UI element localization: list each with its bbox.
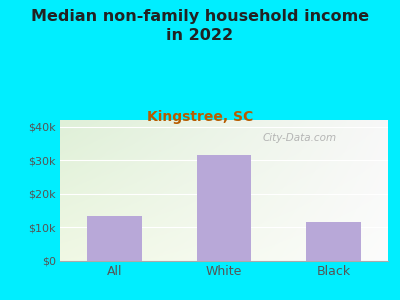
Text: Kingstree, SC: Kingstree, SC xyxy=(147,110,253,124)
Bar xyxy=(306,222,361,261)
Bar xyxy=(87,216,142,261)
Text: Median non-family household income
in 2022: Median non-family household income in 20… xyxy=(31,9,369,43)
Bar xyxy=(197,155,251,261)
Text: City-Data.com: City-Data.com xyxy=(262,133,336,143)
